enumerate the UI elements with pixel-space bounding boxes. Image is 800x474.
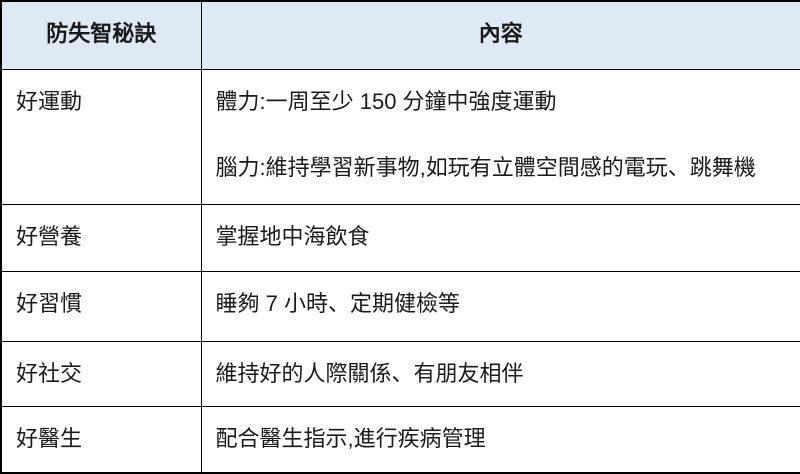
table-row: 好醫生 配合醫生指示,進行疾病管理: [0, 405, 800, 474]
table-row: 好社交 維持好的人際關係、有朋友相伴: [0, 340, 800, 407]
header-cell-content: 內容: [200, 0, 800, 70]
content-paragraph: 腦力:維持學習新事物,如玩有立體空間感的電玩、跳舞機: [215, 154, 756, 180]
table-row: 好習慣 睡夠 7 小時、定期健檢等: [0, 270, 800, 342]
content-paragraph: 配合醫生指示,進行疾病管理: [215, 425, 486, 451]
tip-cell: 好運動: [0, 68, 202, 205]
content-cell: 體力:一周至少 150 分鐘中強度運動 腦力:維持學習新事物,如玩有立體空間感的…: [200, 68, 800, 205]
tip-cell: 好習慣: [0, 270, 202, 342]
tip-cell: 好營養: [0, 203, 202, 272]
tip-cell: 好社交: [0, 340, 202, 407]
content-cell: 掌握地中海飲食: [200, 203, 800, 272]
content-cell: 睡夠 7 小時、定期健檢等: [200, 270, 800, 342]
content-paragraph: 體力:一周至少 150 分鐘中強度運動: [215, 88, 557, 114]
content-cell: 配合醫生指示,進行疾病管理: [200, 405, 800, 474]
content-paragraph: 掌握地中海飲食: [215, 223, 370, 249]
content-paragraph: 睡夠 7 小時、定期健檢等: [215, 290, 460, 316]
tip-cell: 好醫生: [0, 405, 202, 474]
content-cell: 維持好的人際關係、有朋友相伴: [200, 340, 800, 407]
content-paragraph: 維持好的人際關係、有朋友相伴: [215, 360, 524, 386]
header-cell-tip: 防失智秘訣: [0, 0, 202, 70]
table-row: 好營養 掌握地中海飲食: [0, 203, 800, 272]
table-header-row: 防失智秘訣 內容: [0, 0, 800, 70]
table-row: 好運動 體力:一周至少 150 分鐘中強度運動 腦力:維持學習新事物,如玩有立體…: [0, 68, 800, 205]
